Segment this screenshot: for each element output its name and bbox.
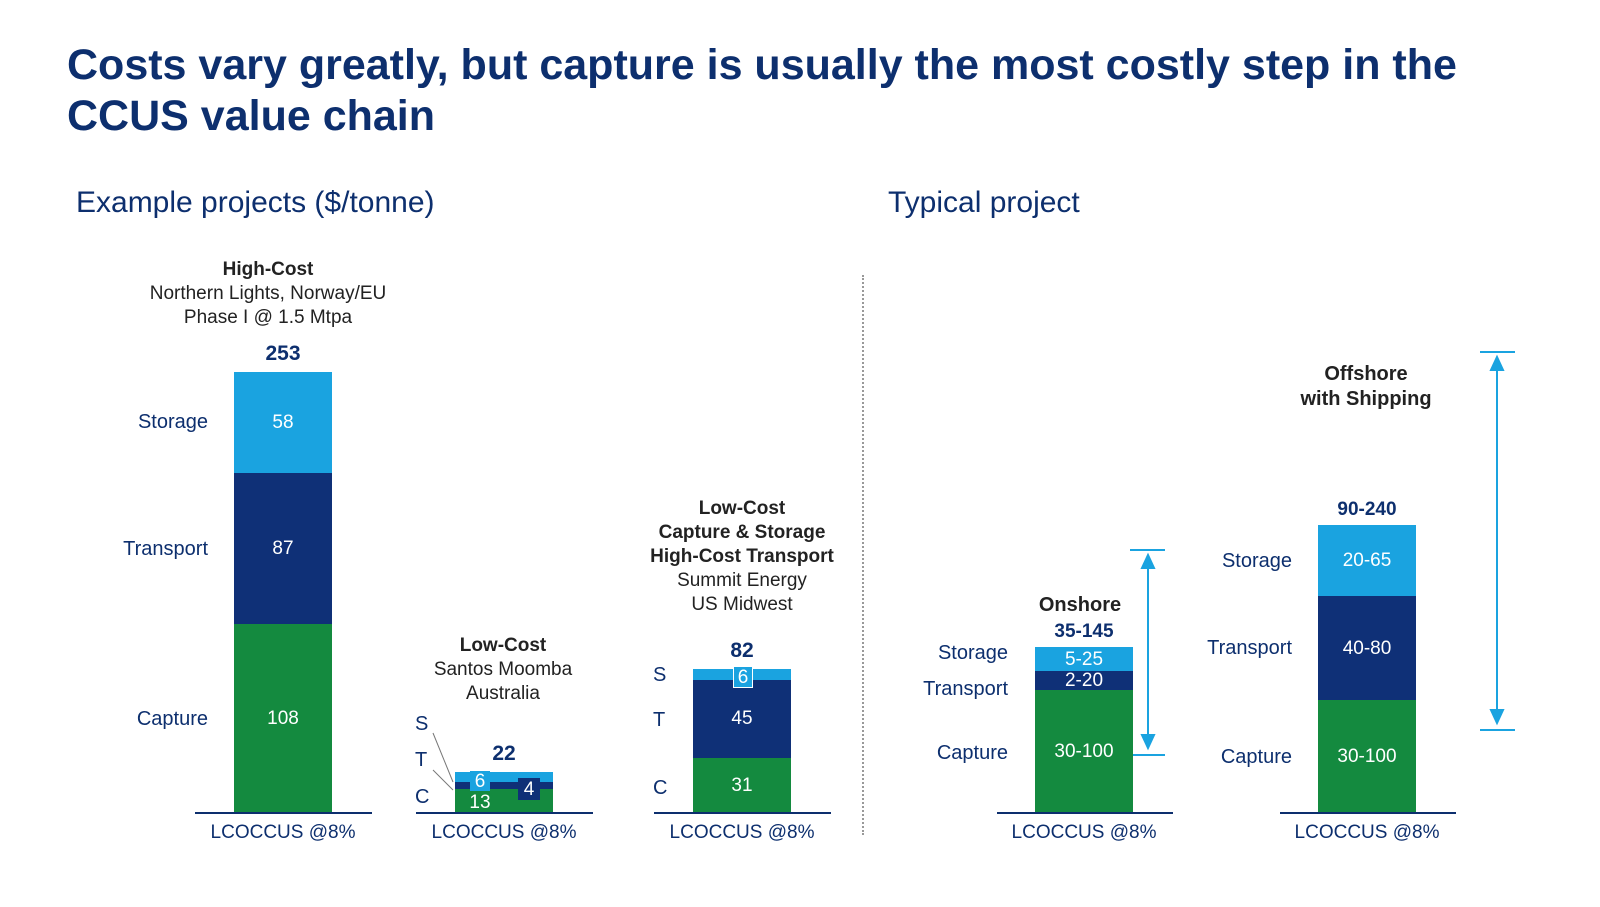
segment-label: Storage xyxy=(937,642,1008,664)
project-header: High-Cost Northern Lights, Norway/EU Phase… xyxy=(138,258,398,330)
x-axis-label: LCOCCUS @8% xyxy=(1294,822,1440,843)
project-desc: Australia xyxy=(466,683,540,704)
project-header: Low-Cost Capture & Storage High-Cost Trans… xyxy=(612,497,872,617)
divider xyxy=(862,275,864,835)
range-arrow-offshore xyxy=(1480,351,1515,731)
x-axis-label: LCOCCUS @8% xyxy=(210,822,356,843)
bar-value-storage: 6 xyxy=(733,666,753,688)
bar-segment-transport: 2-20 xyxy=(1035,671,1133,690)
project-desc: Northern Lights, Norway/EU xyxy=(149,283,387,304)
bar-segment-capture: 30-100 xyxy=(1035,690,1133,812)
bar-total: 82 xyxy=(730,639,754,663)
segment-label: Storage xyxy=(137,411,208,433)
x-axis-label: LCOCCUS @8% xyxy=(669,822,815,843)
project-desc: Summit Energy xyxy=(677,570,807,591)
x-axis-label: LCOCCUS @8% xyxy=(431,822,577,843)
project-heading: with Shipping xyxy=(1300,388,1432,410)
project-heading: Low-Cost xyxy=(698,498,786,519)
project-heading: High-Cost Transport xyxy=(650,546,834,567)
project-heading: Low-Cost xyxy=(459,635,547,656)
bar-segment-transport xyxy=(455,782,553,790)
x-axis xyxy=(997,812,1173,814)
bar-value-capture: 13 xyxy=(469,792,491,813)
segment-label: Capture xyxy=(136,708,208,730)
segment-letter: T xyxy=(653,709,666,731)
segment-letter: S xyxy=(415,713,429,735)
segment-letter: S xyxy=(653,664,667,686)
bar-value-transport: 4 xyxy=(518,778,540,800)
bar-segment-storage: 20-65 xyxy=(1318,525,1416,596)
x-axis xyxy=(654,812,831,814)
bar-total: 90-240 xyxy=(1337,499,1397,520)
project-heading: Onshore xyxy=(1038,594,1122,616)
x-axis xyxy=(416,812,593,814)
project-heading: Offshore xyxy=(1324,363,1408,385)
project-desc: Phase I @ 1.5 Mtpa xyxy=(183,307,353,328)
bar-segment-capture: 108 xyxy=(234,624,332,812)
bar-total: 35-145 xyxy=(1054,621,1114,642)
right-subtitle: Typical project xyxy=(888,186,1080,219)
segment-label: Storage xyxy=(1221,550,1292,572)
bar-segment-capture: 31 xyxy=(693,758,791,812)
slide-title: Costs vary greatly, but capture is usual… xyxy=(67,41,1457,140)
segment-label: Capture xyxy=(936,742,1008,764)
project-desc: Santos Moomba xyxy=(433,659,573,680)
segment-letter: T xyxy=(415,749,428,771)
segment-letter: C xyxy=(415,786,430,808)
project-header: Low-Cost Santos Moomba Australia xyxy=(373,634,633,706)
segment-label: Transport xyxy=(923,678,1008,700)
x-axis-label: LCOCCUS @8% xyxy=(1011,822,1157,843)
segment-letter: C xyxy=(653,777,668,799)
segment-label: Transport xyxy=(1207,637,1292,659)
segment-label: Capture xyxy=(1220,746,1292,768)
segment-label: Transport xyxy=(123,538,208,560)
project-heading: High-Cost xyxy=(222,259,314,280)
bar-segment-storage: 58 xyxy=(234,372,332,473)
bar-segment-storage xyxy=(455,772,553,783)
bar-segment-transport: 87 xyxy=(234,472,332,625)
bar-total: 253 xyxy=(265,342,301,365)
bar-segment-transport: 45 xyxy=(693,679,791,759)
bar-segment-storage: 5-25 xyxy=(1035,647,1133,671)
project-heading: Capture & Storage xyxy=(658,522,826,543)
x-axis xyxy=(195,812,372,814)
bar-value-storage: 6 xyxy=(470,771,490,791)
x-axis xyxy=(1280,812,1456,814)
bar-segment-capture: 30-100 xyxy=(1318,700,1416,812)
left-subtitle: Example projects ($/tonne) xyxy=(76,186,435,219)
bar-segment-transport: 40-80 xyxy=(1318,596,1416,700)
bar-total: 22 xyxy=(492,742,516,765)
project-desc: US Midwest xyxy=(691,594,793,615)
